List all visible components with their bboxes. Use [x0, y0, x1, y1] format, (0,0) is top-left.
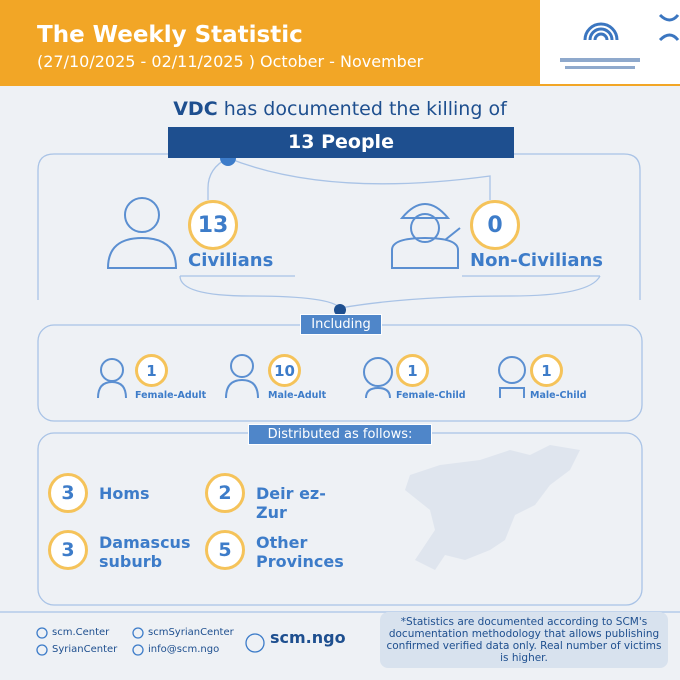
- province-name: Homs: [99, 484, 150, 503]
- group-label: Female-Adult: [135, 390, 207, 401]
- intro: VDC has documented the killing of: [0, 98, 680, 120]
- note: *Statistics are documented according to …: [386, 616, 662, 664]
- group-label: Female-Child: [396, 390, 466, 401]
- group-circle: 1: [396, 354, 429, 387]
- group-circle: 1: [135, 354, 168, 387]
- total: 13 People: [168, 127, 514, 158]
- org: VDC: [173, 98, 218, 120]
- subtitle: (27/10/2025 - 02/11/2025 ) October - Nov…: [37, 52, 424, 71]
- social-handle: SyrianCenter: [52, 644, 118, 655]
- province-circle: 2: [205, 473, 245, 513]
- social-handle: info@scm.ngo: [148, 644, 220, 655]
- social-handle: scmSyrianCenter: [148, 627, 234, 638]
- split-label: Civilians: [188, 250, 274, 271]
- group-circle: 10: [268, 354, 301, 387]
- province-name: Damascus suburb: [99, 533, 191, 571]
- count-circle: 13: [188, 200, 238, 250]
- province-circle: 5: [205, 530, 245, 570]
- title: The Weekly Statistic: [37, 22, 303, 48]
- social-handle: scm.Center: [52, 627, 110, 638]
- province-circle: 3: [48, 530, 88, 570]
- split-label: Non-Civilians: [470, 250, 604, 271]
- distribution-label: Distributed as follows:: [248, 424, 432, 445]
- province-name: Deir ez-Zur: [256, 484, 326, 522]
- intro-text: has documented the killing of: [223, 98, 507, 120]
- group-label: Male-Child: [530, 390, 587, 401]
- site: scm.ngo: [270, 628, 346, 647]
- province-circle: 3: [48, 473, 88, 513]
- province-name: Other Provinces: [256, 533, 344, 571]
- count-circle: 0: [470, 200, 520, 250]
- including-label: Including: [300, 314, 382, 335]
- group-circle: 1: [530, 354, 563, 387]
- group-label: Male-Adult: [268, 390, 327, 401]
